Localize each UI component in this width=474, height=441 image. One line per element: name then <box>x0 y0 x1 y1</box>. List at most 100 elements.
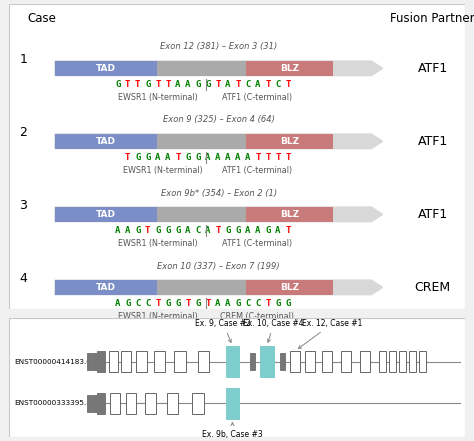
Bar <box>92 395 98 411</box>
Bar <box>167 392 178 414</box>
Bar <box>360 351 370 372</box>
Text: G: G <box>225 226 230 235</box>
Text: 4: 4 <box>19 272 27 285</box>
Bar <box>110 392 120 414</box>
Bar <box>55 280 157 295</box>
Text: T: T <box>265 299 271 308</box>
Text: T: T <box>275 153 281 162</box>
Text: 3: 3 <box>19 199 27 212</box>
Text: TAD: TAD <box>96 283 116 292</box>
Text: TAD: TAD <box>96 64 116 73</box>
Text: G: G <box>175 299 181 308</box>
Text: Case: Case <box>27 11 56 25</box>
Text: EWSR1 (N-terminal): EWSR1 (N-terminal) <box>118 93 198 102</box>
Bar <box>97 351 106 372</box>
Bar <box>280 353 285 370</box>
Bar <box>87 353 91 370</box>
Bar <box>249 353 255 370</box>
Text: A: A <box>225 80 230 89</box>
Text: C: C <box>135 299 140 308</box>
Text: TAD: TAD <box>96 137 116 146</box>
Text: EWSR1 (N-terminal): EWSR1 (N-terminal) <box>118 312 198 321</box>
Text: Ex. 9, Case #2: Ex. 9, Case #2 <box>195 319 251 343</box>
Text: C: C <box>245 80 251 89</box>
Text: T: T <box>285 80 291 89</box>
Bar <box>246 61 333 75</box>
Bar <box>290 351 300 372</box>
Bar <box>246 134 333 149</box>
Bar <box>174 351 186 372</box>
Text: T: T <box>215 226 220 235</box>
Text: A: A <box>175 80 181 89</box>
Text: Exon 9 (325) – Exon 4 (64): Exon 9 (325) – Exon 4 (64) <box>163 116 275 124</box>
Text: 1: 1 <box>19 52 27 66</box>
Text: A: A <box>185 226 191 235</box>
Text: G: G <box>195 80 201 89</box>
FancyArrow shape <box>55 134 383 149</box>
FancyArrow shape <box>55 61 383 75</box>
Text: A: A <box>125 226 130 235</box>
Bar <box>55 207 157 222</box>
Text: A: A <box>245 226 251 235</box>
Text: Ex. 12, Case #1: Ex. 12, Case #1 <box>298 319 363 348</box>
Text: EWSR1 (N-terminal): EWSR1 (N-terminal) <box>118 239 198 248</box>
Text: T: T <box>205 299 210 308</box>
Text: G: G <box>135 153 140 162</box>
Text: A: A <box>255 226 261 235</box>
Bar <box>409 351 416 372</box>
Text: A: A <box>165 153 171 162</box>
Text: EWSR1 (N-terminal): EWSR1 (N-terminal) <box>123 166 203 175</box>
Bar <box>246 280 333 295</box>
Text: A: A <box>255 80 261 89</box>
Text: C: C <box>245 299 251 308</box>
Text: T: T <box>155 299 161 308</box>
Text: Fusion Partner: Fusion Partner <box>391 11 474 25</box>
Text: Exon 10 (337) – Exon 7 (199): Exon 10 (337) – Exon 7 (199) <box>157 262 280 270</box>
Text: G: G <box>175 226 181 235</box>
Bar <box>55 61 157 75</box>
Text: A: A <box>235 153 241 162</box>
Text: ATF1 (C-terminal): ATF1 (C-terminal) <box>222 93 292 102</box>
Text: G: G <box>275 299 281 308</box>
Text: G: G <box>235 299 241 308</box>
Text: G: G <box>185 153 191 162</box>
Text: A: A <box>115 299 120 308</box>
Text: ENST00000414183.6: ENST00000414183.6 <box>14 359 91 365</box>
Text: A: A <box>225 299 230 308</box>
Text: T: T <box>285 226 291 235</box>
Text: Ex. 9b, Case #3: Ex. 9b, Case #3 <box>202 422 263 439</box>
Text: A: A <box>205 226 210 235</box>
Bar <box>379 351 386 372</box>
Bar <box>109 351 118 372</box>
Text: A: A <box>115 226 120 235</box>
Text: BLZ: BLZ <box>280 64 299 73</box>
Text: A: A <box>275 226 281 235</box>
Text: T: T <box>165 80 171 89</box>
Text: Ex. 10, Case #4: Ex. 10, Case #4 <box>243 319 304 342</box>
Text: G: G <box>235 226 241 235</box>
FancyArrow shape <box>55 207 383 222</box>
Text: ATF1: ATF1 <box>418 135 448 148</box>
Bar <box>92 353 98 370</box>
Text: T: T <box>125 80 130 89</box>
Text: ATF1 (C-terminal): ATF1 (C-terminal) <box>222 166 292 175</box>
Text: T: T <box>285 153 291 162</box>
Bar <box>305 351 315 372</box>
Bar <box>322 351 332 372</box>
Bar <box>198 351 209 372</box>
Text: G: G <box>145 80 151 89</box>
Text: T: T <box>265 80 271 89</box>
Text: T: T <box>265 153 271 162</box>
Bar <box>246 207 333 222</box>
Text: A: A <box>155 153 161 162</box>
Text: A: A <box>225 153 230 162</box>
Bar <box>87 395 91 411</box>
Text: T: T <box>145 226 151 235</box>
Bar <box>55 134 157 149</box>
Bar <box>157 207 246 222</box>
Text: A: A <box>245 153 251 162</box>
Bar <box>260 346 274 377</box>
Bar <box>97 392 106 414</box>
Bar <box>226 346 239 377</box>
Bar <box>127 392 137 414</box>
